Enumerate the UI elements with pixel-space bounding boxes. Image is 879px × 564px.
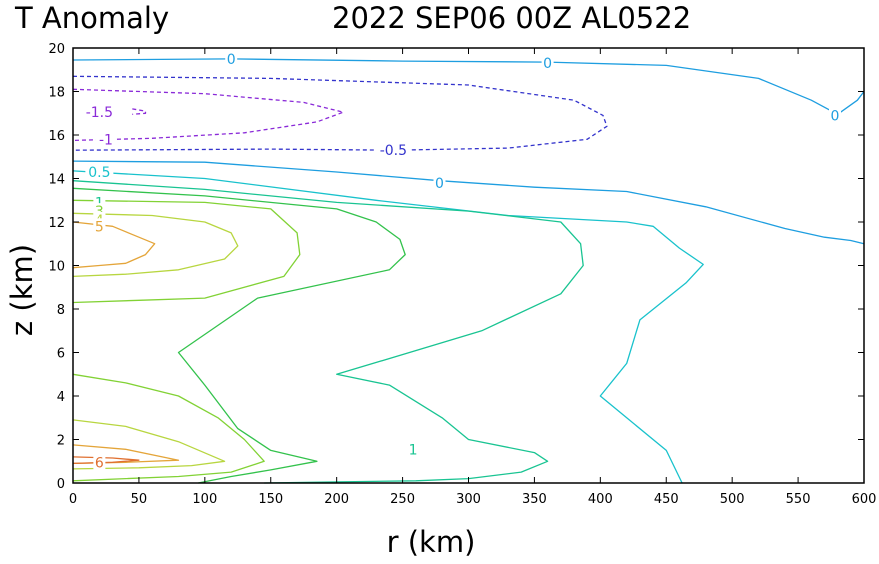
contour-line xyxy=(72,373,265,482)
contour-line xyxy=(72,180,584,484)
y-tick-label: 18 xyxy=(48,86,65,101)
contour-label-bg xyxy=(433,174,446,191)
contour-line xyxy=(72,187,406,484)
contour-label: 0.5 xyxy=(88,165,110,181)
contour-label: -0.5 xyxy=(380,143,407,159)
contour-label-bg xyxy=(93,218,106,235)
y-tick-label: 14 xyxy=(48,173,65,188)
contour-label-bg xyxy=(93,454,106,471)
contour-label: 1 xyxy=(409,442,418,458)
contour-line xyxy=(72,221,156,269)
y-tick-label: 2 xyxy=(57,434,65,449)
contour-line xyxy=(72,212,239,278)
contour-label: -1 xyxy=(99,132,113,148)
contour-label-bg xyxy=(828,107,841,124)
contour-line xyxy=(72,170,704,484)
x-tick-label: 500 xyxy=(720,492,745,507)
contour-line xyxy=(72,419,226,470)
plot-frame xyxy=(72,47,865,484)
y-axis-label: z (km) xyxy=(5,244,39,336)
y-tick-label: 10 xyxy=(48,260,65,275)
contour-lines xyxy=(72,58,865,484)
x-axis-ticks: 0 50 100 150 200 250 300 350 400 450 500 550 600 xyxy=(69,48,877,507)
y-tick-label: 0 xyxy=(57,477,65,492)
x-tick-label: 300 xyxy=(456,492,481,507)
contour-label: 0 xyxy=(831,108,840,124)
y-tick-label: 8 xyxy=(57,303,65,318)
contour-label-bg xyxy=(81,104,118,121)
chart-title: T Anomaly xyxy=(14,1,169,35)
chart-subtitle: 2022 SEP06 00Z AL0522 xyxy=(332,1,691,35)
x-tick-label: 0 xyxy=(69,492,77,507)
contour-label-bg xyxy=(85,163,114,180)
x-tick-label: 400 xyxy=(588,492,613,507)
x-tick-label: 350 xyxy=(522,492,547,507)
y-tick-label: 20 xyxy=(48,42,65,57)
contour-label: -1.5 xyxy=(86,105,113,121)
y-tick-label: 16 xyxy=(48,129,65,144)
x-axis-label: r (km) xyxy=(387,525,476,559)
contour-label: 0 xyxy=(543,56,552,72)
x-tick-label: 250 xyxy=(390,492,415,507)
y-tick-label: 12 xyxy=(48,216,65,231)
contour-line xyxy=(72,199,301,304)
contour-label-bg xyxy=(407,441,420,458)
x-tick-label: 600 xyxy=(852,492,877,507)
contour-label-bg xyxy=(375,142,412,159)
contour-label: 0 xyxy=(227,52,236,68)
contour-label-bg xyxy=(541,55,554,72)
contour-label: 0 xyxy=(435,176,444,192)
contour-line xyxy=(72,160,865,245)
contour-line xyxy=(72,75,608,151)
contour-label-bg xyxy=(95,131,116,148)
contour-label: 6 xyxy=(95,455,104,471)
contour-line xyxy=(72,58,865,115)
x-tick-label: 550 xyxy=(786,492,811,507)
x-tick-label: 450 xyxy=(654,492,679,507)
contour-line xyxy=(132,108,147,115)
x-tick-label: 50 xyxy=(131,492,148,507)
contour-line xyxy=(72,88,344,142)
x-tick-label: 100 xyxy=(192,492,217,507)
contour-label-bg xyxy=(225,50,238,67)
x-tick-label: 150 xyxy=(258,492,283,507)
y-tick-label: 4 xyxy=(57,390,65,405)
y-tick-label: 6 xyxy=(57,347,65,362)
contour-label: 5 xyxy=(95,219,104,235)
x-tick-label: 200 xyxy=(324,492,349,507)
